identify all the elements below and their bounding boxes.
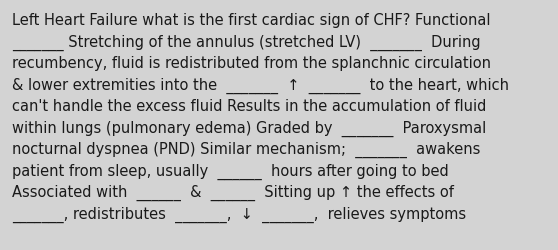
Text: can't handle the excess fluid Results in the accumulation of fluid: can't handle the excess fluid Results in… xyxy=(12,98,487,114)
Text: _______, redistributes  _______,  ↓  _______,  relieves symptoms: _______, redistributes _______, ↓ ______… xyxy=(12,206,466,222)
Text: Left Heart Failure what is the first cardiac sign of CHF? Functional: Left Heart Failure what is the first car… xyxy=(12,13,490,28)
Text: & lower extremities into the  _______  ↑  _______  to the heart, which: & lower extremities into the _______ ↑ _… xyxy=(12,77,509,93)
Text: nocturnal dyspnea (PND) Similar mechanism;  _______  awakens: nocturnal dyspnea (PND) Similar mechanis… xyxy=(12,142,480,158)
Text: recumbency, fluid is redistributed from the splanchnic circulation: recumbency, fluid is redistributed from … xyxy=(12,56,491,71)
Text: Associated with  ______  &  ______  Sitting up ↑ the effects of: Associated with ______ & ______ Sitting … xyxy=(12,184,454,200)
Text: within lungs (pulmonary edema) Graded by  _______  Paroxysmal: within lungs (pulmonary edema) Graded by… xyxy=(12,120,486,136)
Text: patient from sleep, usually  ______  hours after going to bed: patient from sleep, usually ______ hours… xyxy=(12,163,449,179)
Text: _______ Stretching of the annulus (stretched LV)  _______  During: _______ Stretching of the annulus (stret… xyxy=(12,34,480,50)
